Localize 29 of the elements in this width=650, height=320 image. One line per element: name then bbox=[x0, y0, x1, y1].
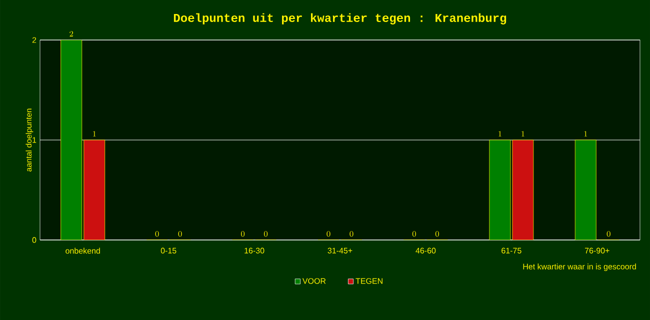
data-label: 2 bbox=[70, 31, 74, 36]
data-label: 1 bbox=[584, 131, 588, 136]
legend-label: VOOR bbox=[302, 278, 326, 284]
data-label: 0 bbox=[350, 231, 354, 237]
x-tick-label: 31-45+ bbox=[328, 248, 352, 254]
data-label: 0 bbox=[435, 231, 439, 237]
data-label: 0 bbox=[240, 231, 245, 237]
y-tick-label: 2 bbox=[32, 37, 36, 43]
data-label: 0 bbox=[326, 231, 330, 237]
y-tick-label: 1 bbox=[32, 137, 36, 143]
data-label: 0 bbox=[178, 231, 182, 237]
y-tick-label: 0 bbox=[32, 237, 36, 243]
data-label: 0 bbox=[264, 231, 268, 237]
x-tick-label: 46-60 bbox=[416, 248, 436, 254]
x-axis-title: Het kwartier waar in is gescoord bbox=[523, 264, 636, 271]
data-label: 0 bbox=[412, 231, 416, 237]
y-axis-title: aantal doelpunten bbox=[26, 108, 34, 172]
x-tick-label: onbekend bbox=[66, 248, 100, 254]
x-tick-label: 61-75 bbox=[502, 248, 522, 254]
x-tick-label: 0-15 bbox=[160, 248, 176, 254]
data-label: 0 bbox=[606, 231, 610, 237]
data-label: 1 bbox=[93, 131, 96, 136]
data-label: 1 bbox=[498, 131, 502, 136]
data-label: 1 bbox=[522, 131, 524, 136]
x-tick-label: 76-90+ bbox=[584, 248, 610, 254]
legend-label: TEGEN bbox=[356, 278, 382, 284]
data-label: 0 bbox=[155, 231, 159, 237]
x-tick-label: 16-30 bbox=[244, 248, 264, 254]
chart-title: Doelpunten uit per kwartier tegen : Kranenburg bbox=[174, 13, 506, 24]
